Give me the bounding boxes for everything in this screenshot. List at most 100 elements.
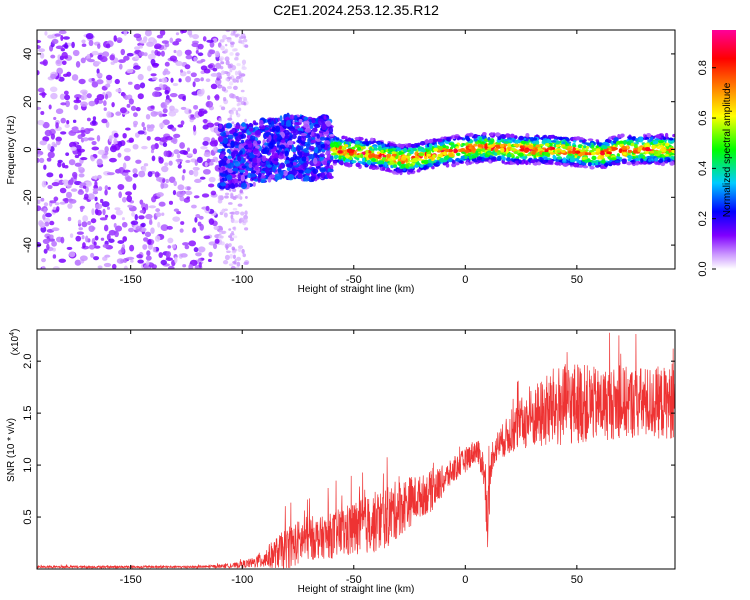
heatmap-cell	[508, 161, 515, 165]
heatmap-cell	[155, 212, 162, 218]
heatmap-cell	[562, 141, 566, 145]
bottom-x-axis-title: Height of straight line (km)	[298, 584, 415, 595]
heatmap-cell	[162, 142, 168, 148]
heatmap-cell	[206, 122, 215, 128]
heatmap-cell	[53, 116, 57, 120]
heatmap-cell	[182, 264, 187, 268]
heatmap-cell	[105, 74, 113, 81]
top-y-ticks: -40 -20 0 20 40	[22, 48, 675, 253]
heatmap-cell	[572, 140, 577, 143]
heatmap-cell	[539, 143, 544, 147]
heatmap-cell	[141, 122, 145, 128]
heatmap-cell	[248, 123, 254, 127]
heatmap-cell	[304, 127, 312, 133]
heatmap-cell	[455, 158, 459, 162]
heatmap-cell	[590, 144, 595, 148]
heatmap-cell	[500, 147, 505, 153]
heatmap-cell	[202, 119, 208, 124]
heatmap-cell	[142, 126, 147, 131]
heatmap-cell	[220, 106, 226, 111]
heatmap-cell	[73, 174, 78, 180]
heatmap-cell	[524, 160, 529, 165]
heatmap-cell	[175, 32, 180, 36]
heatmap-cell	[671, 149, 675, 153]
heatmap-cell	[77, 134, 83, 140]
heatmap-cell	[220, 241, 225, 246]
heatmap-cell	[381, 143, 386, 148]
heatmap-cell	[640, 158, 644, 163]
heatmap-cell	[37, 119, 45, 126]
heatmap-cell	[58, 258, 67, 263]
heatmap-cell	[132, 183, 137, 191]
heatmap-cell	[365, 149, 369, 154]
heatmap-cell	[443, 151, 447, 156]
heatmap-cell	[146, 124, 151, 129]
heatmap-cell	[461, 143, 466, 146]
heatmap-cell	[154, 171, 160, 178]
bottom-x-tick-label: -150	[120, 574, 142, 586]
heatmap-cell	[43, 207, 47, 215]
heatmap-cell	[252, 181, 256, 187]
heatmap-cell	[556, 156, 563, 160]
heatmap-cell	[113, 132, 119, 138]
heatmap-cell	[122, 236, 128, 242]
heatmap-cell	[227, 76, 232, 80]
heatmap-cell	[123, 265, 128, 269]
heatmap-cell	[220, 70, 226, 75]
heatmap-cell	[371, 152, 376, 158]
heatmap-cell	[120, 48, 126, 56]
heatmap-cell	[647, 156, 654, 159]
heatmap-cell	[505, 161, 511, 165]
heatmap-cell	[232, 167, 239, 172]
heatmap-cell	[192, 81, 196, 88]
heatmap-cell	[175, 61, 183, 67]
heatmap-cell	[74, 154, 80, 159]
heatmap-cell	[38, 220, 44, 227]
heatmap-cell	[66, 246, 73, 250]
heatmap-cell	[510, 147, 516, 151]
heatmap-cell	[104, 185, 109, 191]
heatmap-cell	[244, 44, 249, 48]
heatmap-cell	[281, 119, 285, 126]
top-y-tick-label: -20	[22, 189, 34, 205]
heatmap-cell	[300, 132, 308, 137]
heatmap-cell	[185, 54, 193, 60]
heatmap-cell	[332, 148, 337, 151]
heatmap-cell	[323, 115, 327, 120]
heatmap-cell	[228, 81, 234, 86]
heatmap-cell	[573, 163, 579, 168]
heatmap-cell	[345, 159, 351, 163]
heatmap-cell	[475, 150, 479, 156]
heatmap-cell	[239, 189, 244, 193]
colorbar-tick-label: 0.6	[697, 110, 709, 125]
heatmap-cell	[38, 48, 46, 53]
heatmap-cell	[93, 241, 97, 246]
heatmap-cell	[224, 48, 229, 54]
snr-panel: -150 -100 -50 0 50 0.5 1.0 1.5 2.0 Height of st…	[6, 329, 676, 595]
heatmap-cell	[252, 157, 258, 164]
heatmap-cell	[42, 121, 50, 129]
heatmap-cell	[309, 145, 315, 151]
heatmap-cell	[37, 241, 42, 248]
heatmap-cell	[240, 39, 245, 45]
heatmap-cell	[92, 190, 99, 195]
heatmap-cell	[428, 143, 433, 148]
heatmap-cell	[274, 173, 282, 181]
heatmap-cell	[232, 254, 236, 259]
heatmap-cell	[581, 147, 585, 152]
heatmap-cell	[218, 56, 225, 61]
heatmap-cell	[561, 144, 566, 147]
heatmap-cell	[50, 133, 55, 140]
heatmap-cell	[509, 133, 515, 138]
heatmap-cell	[468, 155, 473, 160]
heatmap-cell	[591, 160, 597, 164]
heatmap-cell	[207, 183, 215, 188]
heatmap-cell	[351, 160, 357, 164]
heatmap-cell	[296, 121, 302, 126]
heatmap-cell	[335, 137, 340, 141]
heatmap-cell	[244, 118, 247, 123]
heatmap-cell	[533, 155, 537, 159]
heatmap-cell	[229, 237, 235, 242]
heatmap-cell	[229, 253, 234, 259]
heatmap-cell	[125, 127, 131, 131]
